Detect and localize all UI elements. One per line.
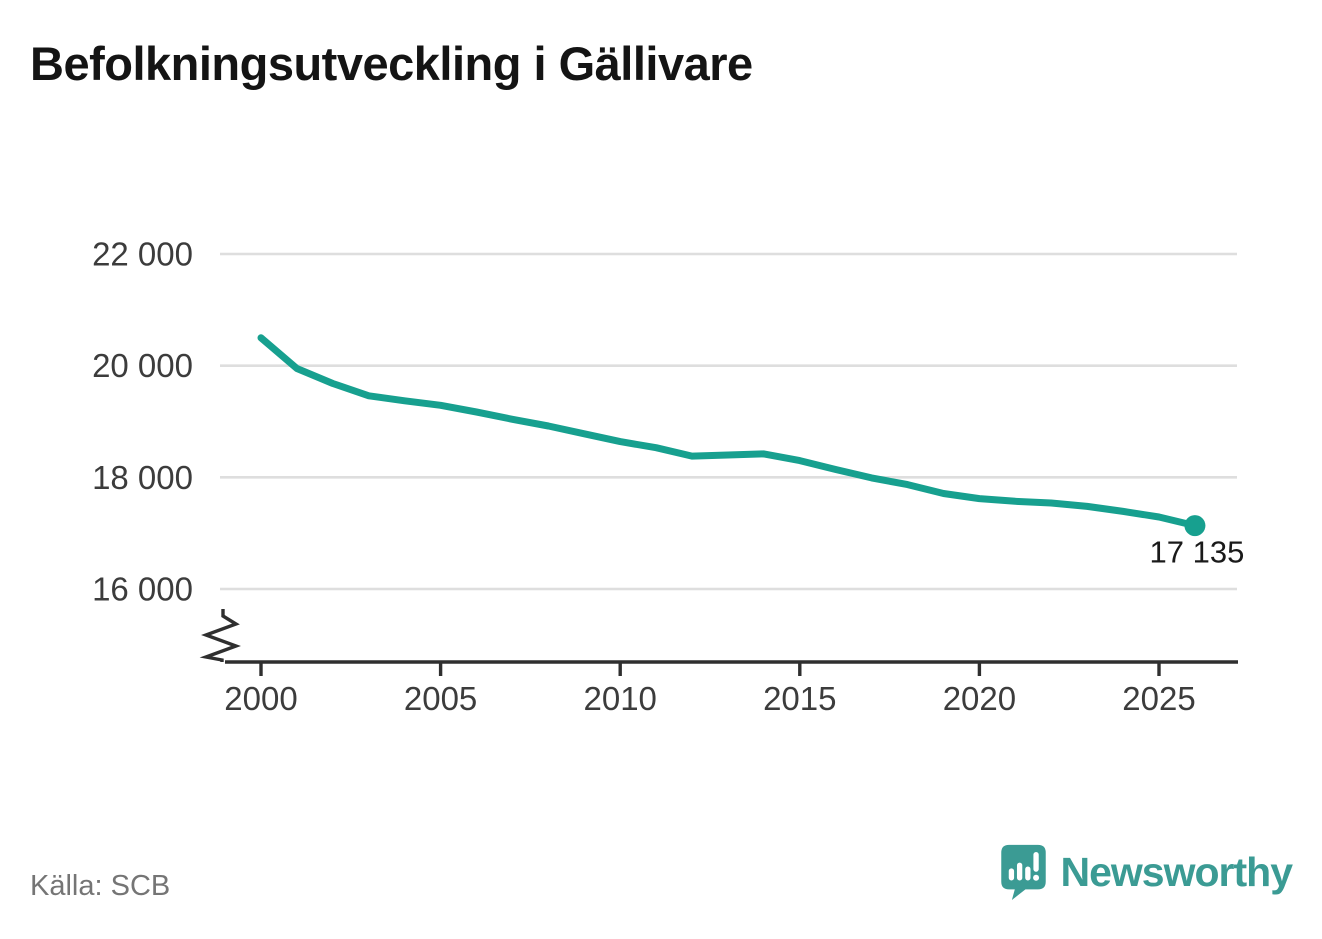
end-point-value-label: 17 135: [1150, 535, 1245, 570]
y-axis-break-icon: [199, 609, 241, 662]
source-caption: Källa: SCB: [30, 870, 171, 902]
branding: Newsworthy: [999, 843, 1293, 901]
chart-title: Befolkningsutveckling i Gällivare: [30, 37, 753, 90]
logo-exclamation-dot: [1032, 874, 1039, 881]
x-tick-label: 2025: [1122, 680, 1195, 717]
y-tick-label: 22 000: [92, 236, 193, 273]
x-tick-label: 2015: [763, 680, 836, 717]
logo-bubble-shape: [1000, 844, 1046, 901]
x-tick-label: 2000: [224, 680, 297, 717]
x-tick-label: 2020: [943, 680, 1016, 717]
y-tick-label: 16 000: [92, 571, 193, 608]
y-tick-label: 18 000: [92, 459, 193, 496]
population-line-series: [257, 334, 1199, 530]
branding-name: Newsworthy: [1060, 848, 1293, 895]
newsworthy-logo-icon: [1000, 844, 1046, 901]
y-tick-label: 20 000: [92, 347, 193, 384]
x-tick-label: 2005: [404, 680, 477, 717]
end-point-marker: [1184, 515, 1206, 537]
x-tick-label: 2010: [583, 680, 656, 717]
